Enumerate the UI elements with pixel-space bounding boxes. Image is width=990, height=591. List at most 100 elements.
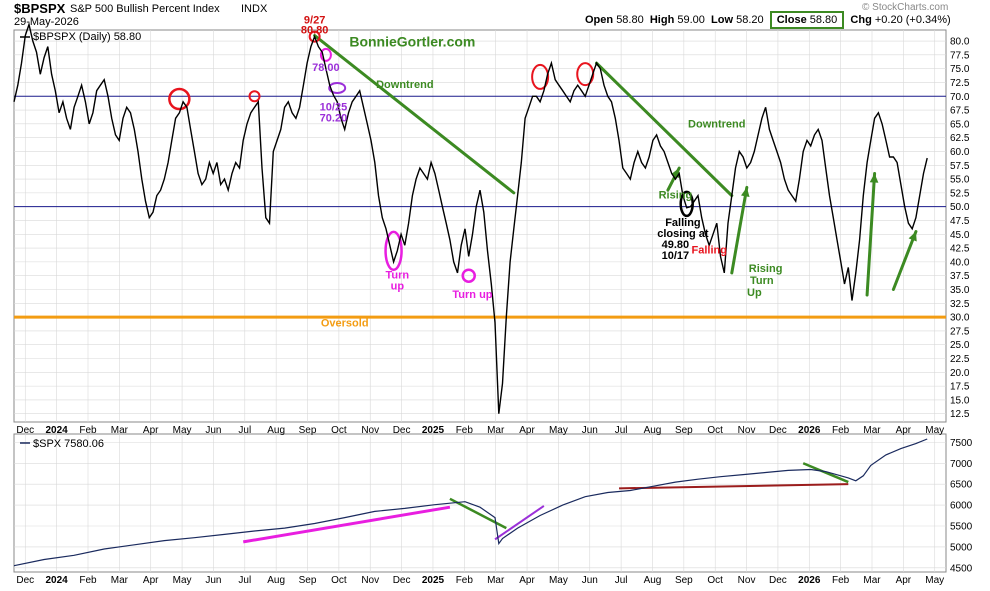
bpspx-ytick-label: 55.0 — [950, 175, 970, 186]
chg-label: Chg — [850, 14, 872, 26]
bpspx-xtick-label: Jun — [582, 425, 598, 436]
bpspx-ytick-label: 32.5 — [950, 299, 970, 310]
bpspx-xtick-label: Jul — [615, 425, 628, 436]
spx-ytick-label: 6000 — [950, 501, 973, 512]
rising-arrow-2 — [730, 185, 749, 275]
close-label: Close — [776, 14, 807, 26]
annotation-label: Falling — [665, 217, 700, 229]
spx-downtrend-green-1 — [449, 497, 507, 530]
bpspx-xtick-label: May — [173, 425, 192, 436]
bpspx-ytick-label: 45.0 — [950, 230, 970, 241]
spx-ytick-label: 7500 — [950, 438, 973, 449]
bpspx-xtick-label: 2025 — [422, 425, 445, 436]
spx-xtick-label: Dec — [393, 575, 411, 586]
bpspx-ytick-label: 57.5 — [950, 161, 970, 172]
annotation-label: Rising — [749, 263, 783, 275]
bpspx-ytick-label: 42.5 — [950, 244, 970, 255]
rising-arrow-4 — [891, 230, 918, 291]
turn-up-circle-1 — [384, 230, 403, 272]
bpspx-ytick-label: 80.0 — [950, 37, 970, 48]
chg-value: +0.20 (+0.34%) — [874, 14, 951, 26]
bpspx-xtick-label: Mar — [111, 425, 129, 436]
spx-xtick-label: Feb — [79, 575, 97, 586]
bpspx-xtick-label: Nov — [738, 425, 756, 436]
bpspx-ytick-label: 50.0 — [950, 202, 970, 213]
spx-legend: $SPX 7580.06 — [20, 438, 104, 450]
annotation-label: up — [391, 280, 405, 292]
spx-xtick-label: Apr — [896, 575, 912, 586]
bpspx-ytick-label: 27.5 — [950, 326, 970, 337]
close-box: Close 58.80 — [769, 11, 845, 29]
symbol: $BPSPX — [14, 1, 66, 16]
bpspx-xtick-label: 2024 — [46, 425, 69, 436]
annotation-label: BonnieGortler.com — [349, 34, 475, 50]
bpspx-xtick-label: May — [925, 425, 944, 436]
low-value: 58.20 — [736, 14, 764, 26]
spx-xtick-label: Nov — [361, 575, 379, 586]
annotation-label: 10/17 — [662, 250, 690, 262]
spx-xtick-label: Oct — [707, 575, 723, 586]
high-label: High — [649, 14, 675, 26]
low-label: Low — [711, 14, 734, 26]
bpspx-ytick-label: 70.0 — [950, 92, 970, 103]
spx-ytick-label: 4500 — [950, 563, 973, 574]
bpspx-xtick-label: Dec — [769, 425, 787, 436]
downtrend-line-2 — [595, 61, 734, 198]
spx-xtick-label: Apr — [143, 575, 159, 586]
peak-circle-6 — [531, 63, 550, 90]
bpspx-ytick-label: 30.0 — [950, 313, 970, 324]
spx-xtick-label: Apr — [519, 575, 535, 586]
spx-xtick-label: Jul — [615, 575, 628, 586]
open-value: 58.80 — [616, 14, 644, 26]
peak-circle-1 — [168, 87, 191, 111]
bpspx-xtick-label: Mar — [863, 425, 881, 436]
annotation-label: Oversold — [321, 317, 369, 329]
annotation-label: 78.00 — [312, 62, 340, 74]
ohlc-bar: Open 58.80 High 59.00 Low 58.20 Close 58… — [585, 11, 951, 29]
spx-xtick-label: May — [925, 575, 944, 586]
bpspx-xtick-label: Feb — [456, 425, 474, 436]
annotation-label: Turn up — [452, 289, 492, 301]
spx-xtick-label: Oct — [331, 575, 347, 586]
spx-support-red — [619, 483, 849, 490]
annotation-label: Turn — [386, 269, 410, 281]
bpspx-ytick-label: 35.0 — [950, 285, 970, 296]
peak-circle-2 — [248, 90, 261, 103]
bpspx-ytick-label: 75.0 — [950, 64, 970, 75]
bpspx-legend: $BPSPX (Daily) 58.80 — [20, 31, 141, 43]
spx-legend-text: $SPX 7580.06 — [33, 438, 104, 450]
annotation-label: 9/27 — [304, 14, 325, 26]
bpspx-ytick-label: 37.5 — [950, 271, 970, 282]
spx-xtick-label: Nov — [738, 575, 756, 586]
close-value: 58.80 — [809, 14, 838, 26]
bpspx-xtick-label: Apr — [896, 425, 912, 436]
bpspx-ytick-label: 52.5 — [950, 188, 970, 199]
bpspx-xtick-label: Oct — [707, 425, 723, 436]
annotation-label: Up — [747, 287, 762, 299]
spx-xtick-label: Jul — [238, 575, 251, 586]
spx-ytick-label: 5500 — [950, 522, 973, 533]
bpspx-xtick-label: Jun — [205, 425, 221, 436]
bpspx-xtick-label: Mar — [487, 425, 505, 436]
spx-xtick-label: Feb — [456, 575, 474, 586]
spx-xtick-label: Mar — [487, 575, 505, 586]
bpspx-ytick-label: 62.5 — [950, 133, 970, 144]
spx-xtick-label: Sep — [299, 575, 317, 586]
spx-xtick-label: 2024 — [46, 575, 69, 586]
spx-xtick-label: 2025 — [422, 575, 445, 586]
peak-circle-3 — [308, 30, 321, 43]
bpspx-xtick-label: Nov — [361, 425, 379, 436]
chart-header: $BPSPX S&P 500 Bullish Percent Index IND… — [0, 0, 990, 30]
spx-xtick-label: Feb — [832, 575, 850, 586]
bpspx-xtick-label: Dec — [16, 425, 34, 436]
bpspx-ytick-label: 15.0 — [950, 395, 970, 406]
bpspx-ytick-label: 60.0 — [950, 147, 970, 158]
bpspx-xtick-label: Apr — [519, 425, 535, 436]
spx-xtick-label: May — [173, 575, 192, 586]
annotation-label: Falling — [692, 245, 727, 257]
spx-xtick-label: Dec — [769, 575, 787, 586]
bpspx-xtick-label: Dec — [393, 425, 411, 436]
bpspx-panel-frame — [13, 29, 947, 423]
